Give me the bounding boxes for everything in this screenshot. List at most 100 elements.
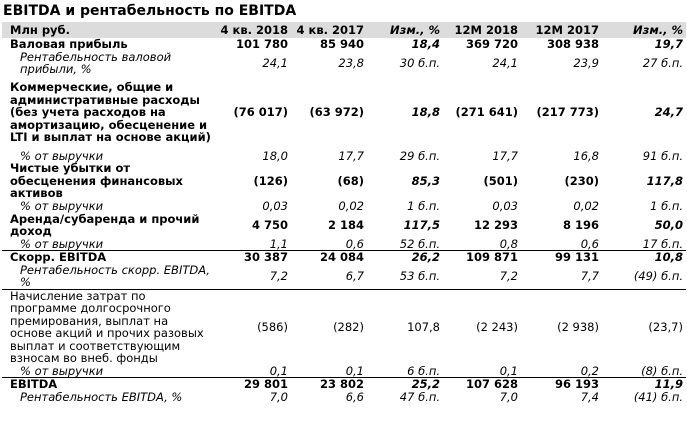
cell-12m-2017: 0,2 — [580, 363, 599, 378]
cell-q4-2018: (76 017) — [233, 105, 288, 120]
cell-change-12m: (41) б.п. — [633, 389, 683, 404]
table-row: % от выручки 0,1 0,1 6 б.п. 0,1 0,2 (8) … — [2, 363, 686, 378]
cell-change-12m: 1 б.п. — [650, 199, 683, 213]
cell-change-12m: 17 б.п. — [642, 236, 683, 251]
table-row: EBITDA 29 801 23 802 25,2 107 628 96 193… — [2, 377, 686, 391]
cell-q4-2018: 7,2 — [269, 268, 288, 283]
cell-12m-2018: (2 243) — [443, 288, 521, 365]
cell-q4-2017: 0,02 — [338, 199, 364, 213]
cell-12m-2018: 7,2 — [499, 268, 518, 283]
cell-change-12m: (23,7) — [602, 288, 686, 365]
header-change-q: Изм., % — [367, 22, 443, 38]
cell-12m-2017: 308 938 — [546, 37, 599, 51]
cell-12m-2018: 17,7 — [492, 148, 518, 163]
cell-12m-2018: (271 641) — [455, 105, 518, 120]
cell-q4-2017: (63 972) — [309, 105, 364, 120]
row-label: Валовая прибыль — [10, 37, 128, 51]
cell-q4-2018: (126) — [253, 173, 288, 188]
header-q4-2018: 4 кв. 2018 — [215, 22, 291, 38]
cell-12m-2018: 12 293 — [473, 217, 518, 232]
table-row: Начисление затрат по программе долгосроч… — [2, 288, 686, 365]
table-row: Аренда/субаренда и прочий доход 4 750 2 … — [2, 211, 686, 238]
cell-change-12m: 10,8 — [602, 250, 686, 264]
cell-change-q: 29 б.п. — [399, 148, 440, 163]
cell-q4-2017: 0,1 — [345, 363, 364, 378]
cell-12m-2018: 24,1 — [492, 55, 518, 70]
cell-change-q: 18,8 — [411, 105, 440, 120]
row-label: Скорр. EBITDA — [2, 250, 215, 264]
header-12m-2017: 12М 2017 — [521, 22, 602, 38]
table-row: % от выручки 18,0 17,7 29 б.п. 17,7 16,8… — [2, 148, 686, 163]
cell-change-q: 107,8 — [367, 288, 443, 365]
cell-q4-2018: 7,0 — [269, 389, 288, 404]
cell-q4-2017: 23,8 — [338, 55, 364, 70]
table-row: Скорр. EBITDA 30 387 24 084 26,2 109 871… — [2, 250, 686, 264]
cell-change-q: 1 б.п. — [407, 199, 440, 213]
cell-q4-2018: 1,1 — [269, 236, 288, 251]
table-row: % от выручки 0,03 0,02 1 б.п. 0,03 0,02 … — [2, 200, 686, 213]
row-label: Аренда/субаренда и прочий доход — [10, 211, 200, 238]
cell-change-12m: 24,7 — [654, 105, 683, 120]
header-units: Млн руб. — [2, 22, 215, 38]
cell-12m-2017: 99 131 — [521, 250, 602, 264]
cell-12m-2017: (217 773) — [536, 105, 599, 120]
row-label: Коммерческие, общие и административные р… — [10, 80, 211, 145]
cell-12m-2018: 0,8 — [499, 236, 518, 251]
ebitda-table: Млн руб. 4 кв. 2018 4 кв. 2017 Изм., % 1… — [2, 22, 686, 403]
cell-12m-2017: 0,02 — [573, 199, 599, 213]
cell-q4-2018: 0,1 — [269, 363, 288, 378]
cell-12m-2018: 0,03 — [492, 199, 518, 213]
cell-12m-2018: 109 871 — [443, 250, 521, 264]
cell-q4-2017: 0,6 — [345, 236, 364, 251]
table-row: Рентабельность валовой прибыли, % 24,1 2… — [2, 49, 686, 76]
cell-q4-2018: 30 387 — [215, 250, 291, 264]
cell-q4-2017: (282) — [291, 288, 367, 365]
cell-12m-2018: 369 720 — [465, 37, 518, 51]
table-row: Валовая прибыль 101 780 85 940 18,4 369 … — [2, 38, 686, 51]
row-label: Рентабельность валовой прибыли, % — [20, 49, 172, 76]
cell-change-q: 30 б.п. — [399, 55, 440, 70]
cell-12m-2017: 8 196 — [562, 217, 599, 232]
header-q4-2017: 4 кв. 2017 — [291, 22, 367, 38]
header-change-12m: Изм., % — [602, 22, 686, 38]
cell-q4-2017: 23 802 — [291, 377, 367, 391]
row-label: % от выручки — [20, 199, 104, 213]
cell-change-q: 85,3 — [411, 173, 440, 188]
cell-q4-2017: 6,6 — [345, 389, 364, 404]
cell-q4-2017: 24 084 — [291, 250, 367, 264]
cell-12m-2017: 7,4 — [580, 389, 599, 404]
cell-12m-2017: 96 193 — [521, 377, 602, 391]
cell-q4-2018: 101 780 — [235, 37, 288, 51]
table-row: % от выручки 1,1 0,6 52 б.п. 0,8 0,6 17 … — [2, 236, 686, 251]
cell-q4-2017: 17,7 — [338, 148, 364, 163]
cell-12m-2018: 107 628 — [443, 377, 521, 391]
cell-change-q: 52 б.п. — [399, 236, 440, 251]
cell-q4-2018: 4 750 — [251, 217, 288, 232]
cell-change-12m: 27 б.п. — [642, 55, 683, 70]
cell-change-12m: (8) б.п. — [641, 363, 683, 378]
row-label: % от выручки — [20, 236, 104, 251]
cell-change-q: 53 б.п. — [399, 268, 440, 283]
row-label: % от выручки — [20, 148, 104, 163]
cell-12m-2017: 23,9 — [573, 55, 599, 70]
header-12m-2018: 12М 2018 — [443, 22, 521, 38]
cell-change-q: 117,5 — [403, 217, 440, 232]
cell-12m-2017: 0,6 — [580, 236, 599, 251]
row-label: % от выручки — [20, 363, 104, 378]
cell-q4-2018: 0,03 — [262, 199, 288, 213]
cell-q4-2018: 29 801 — [215, 377, 291, 391]
row-label: Рентабельность скорр. EBITDA, % — [20, 262, 210, 289]
cell-change-12m: 91 б.п. — [642, 148, 683, 163]
row-label: EBITDA — [2, 377, 215, 391]
cell-12m-2017: (230) — [564, 173, 599, 188]
cell-q4-2017: 6,7 — [345, 268, 364, 283]
cell-change-12m: (49) б.п. — [633, 268, 683, 283]
table-row: Рентабельность скорр. EBITDA, % 7,2 6,7 … — [2, 262, 686, 290]
table-title: EBITDA и рентабельность по EBITDA — [3, 3, 297, 19]
cell-change-12m: 50,0 — [654, 217, 683, 232]
cell-change-12m: 117,8 — [646, 173, 683, 188]
header-row: Млн руб. 4 кв. 2018 4 кв. 2017 Изм., % 1… — [2, 22, 686, 38]
cell-12m-2017: 16,8 — [573, 148, 599, 163]
table-row: Коммерческие, общие и административные р… — [2, 76, 686, 150]
cell-q4-2018: 18,0 — [262, 148, 288, 163]
